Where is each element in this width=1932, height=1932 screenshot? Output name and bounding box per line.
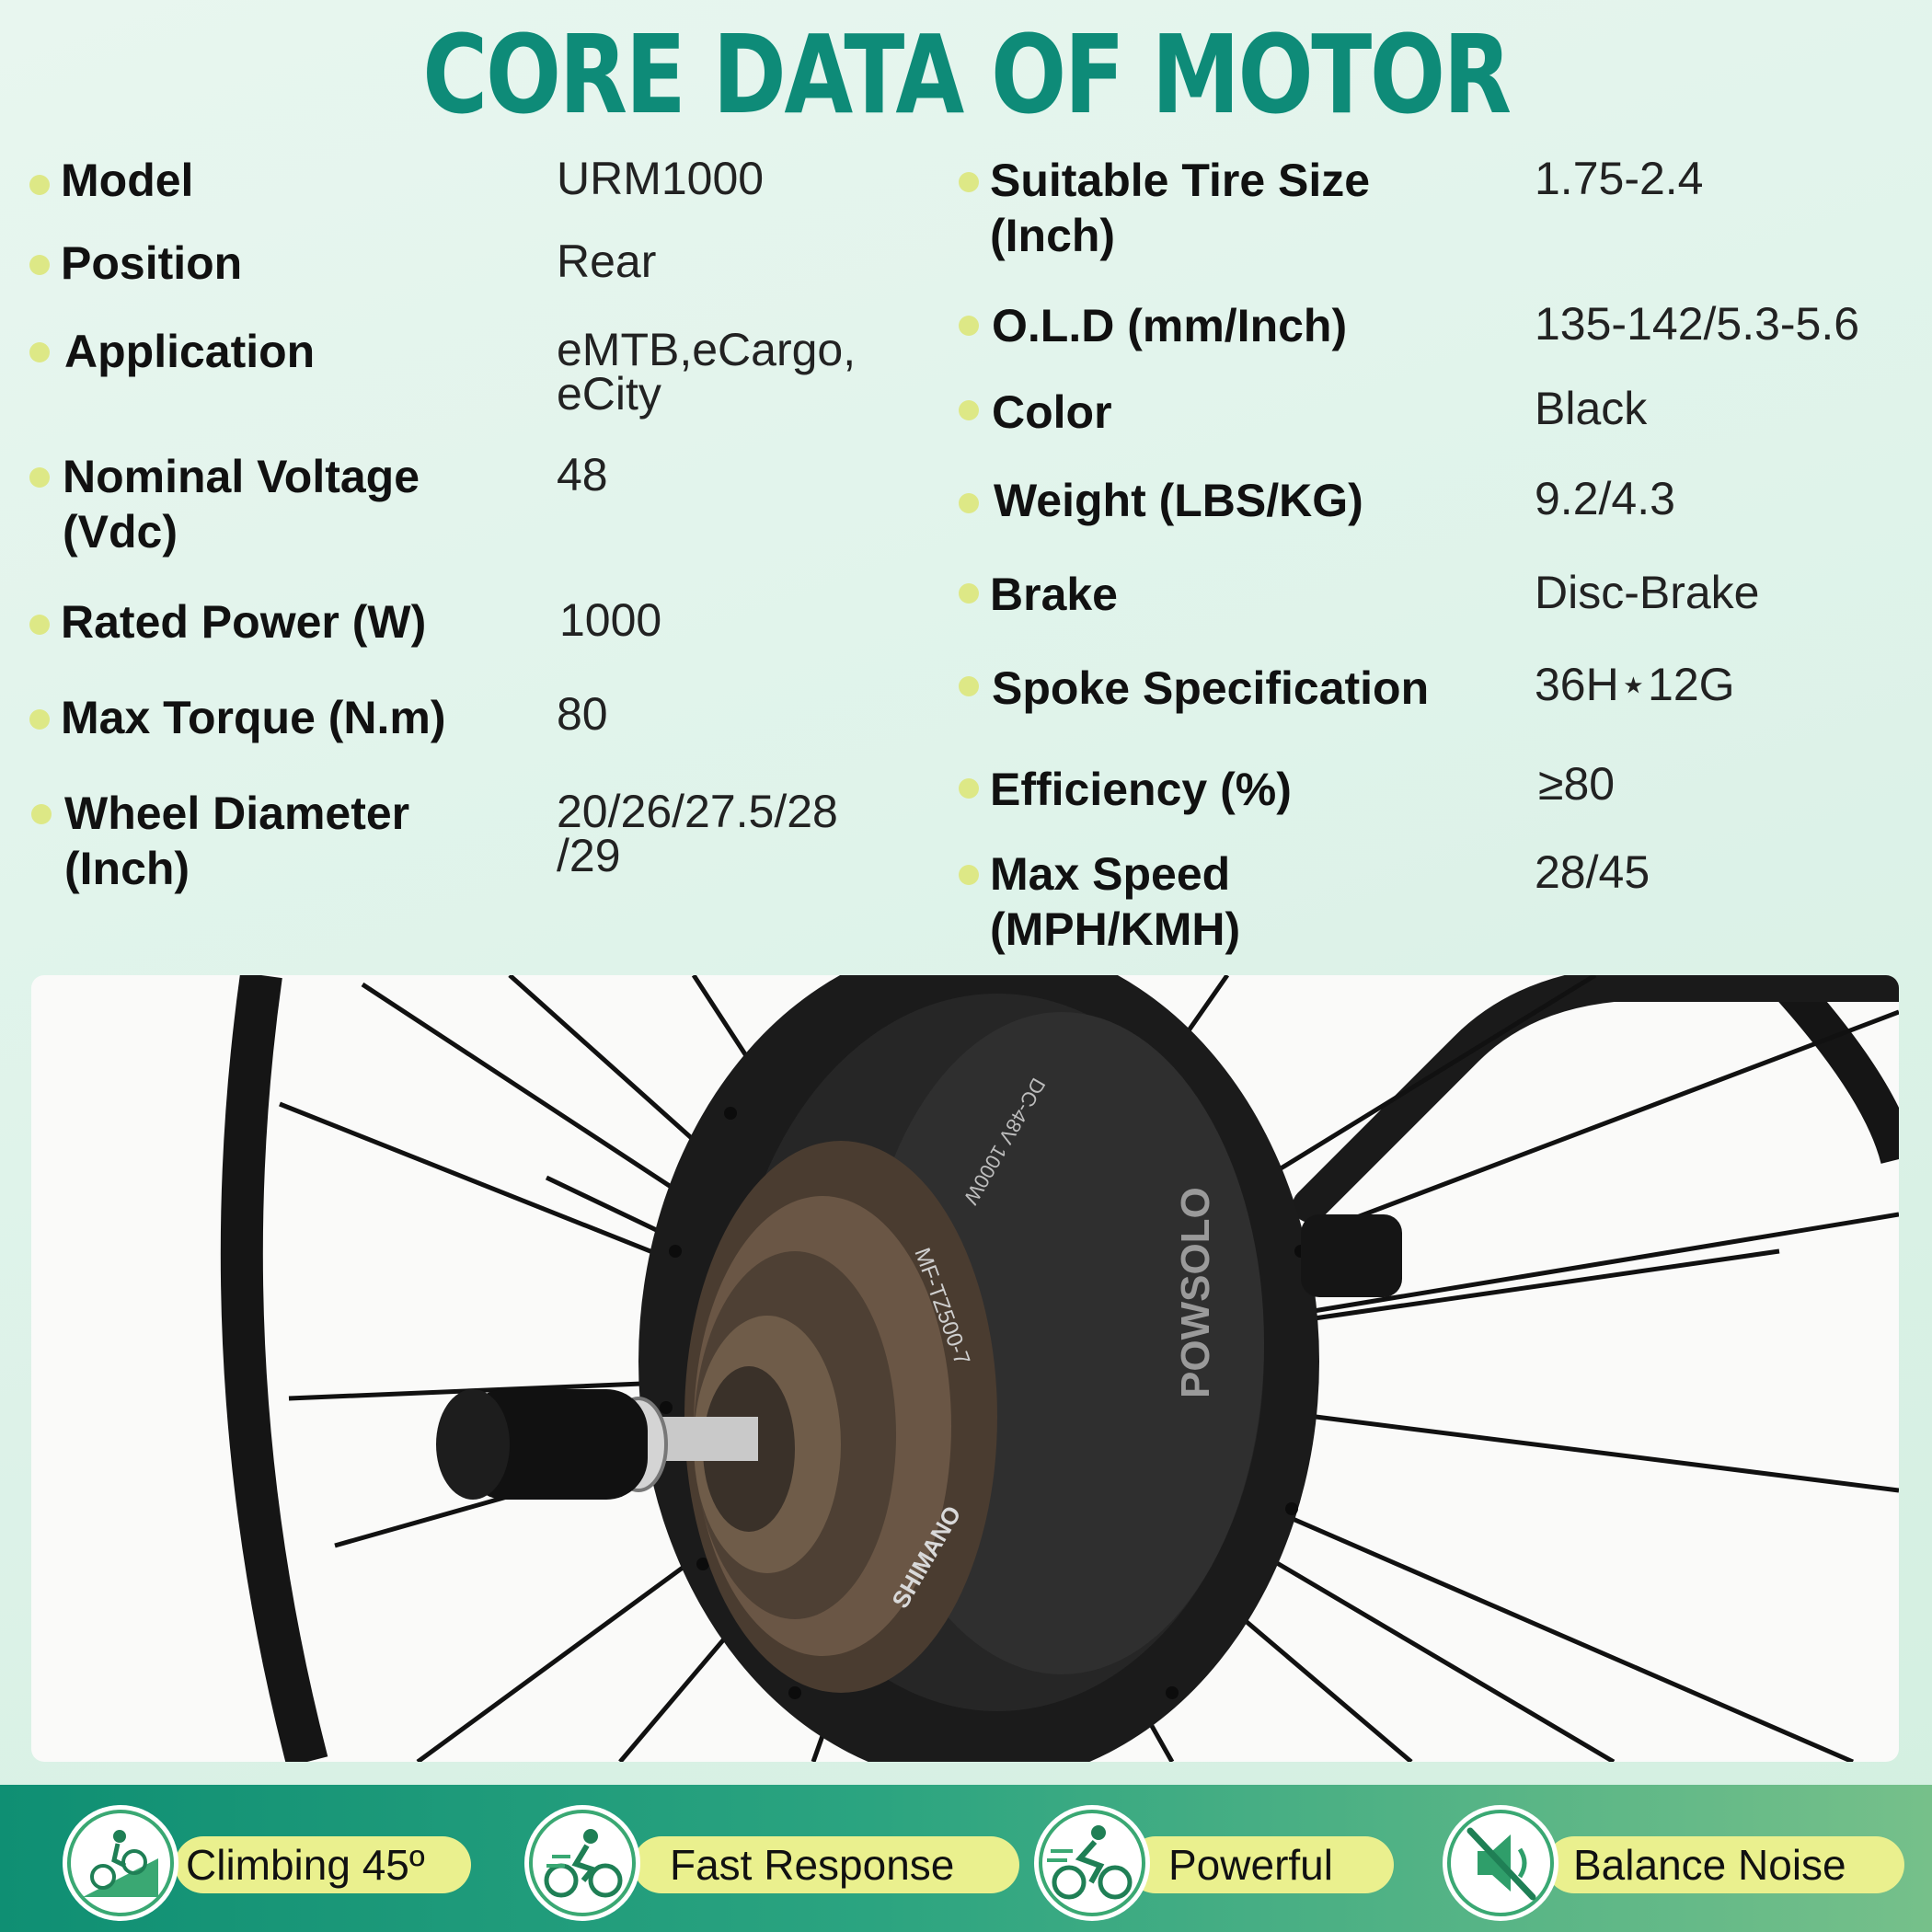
spec-value: 36H⋆12G xyxy=(1535,659,1735,710)
climbing-bike-icon xyxy=(63,1805,178,1921)
spec-label: O.L.D (mm/Inch) xyxy=(992,300,1348,351)
spec-value: ≥80 xyxy=(1538,758,1616,810)
spec-value: URM1000 xyxy=(557,153,765,204)
spec-value: Black xyxy=(1535,383,1648,434)
wheel-illustration: POWSOLO MF-TZ500-7 SHIMANO DC-48V 1000W xyxy=(220,975,1899,1762)
feature-label: Balance Noise xyxy=(1546,1836,1904,1893)
spec-value: 9.2/4.3 xyxy=(1535,473,1675,524)
bullet-dot xyxy=(29,615,50,635)
spec-value: 1.75-2.4 xyxy=(1535,153,1704,204)
bullet-dot xyxy=(29,709,50,730)
feature-label: Fast Response xyxy=(633,1836,1019,1893)
bullet-dot xyxy=(959,865,979,885)
spec-value: 48 xyxy=(557,449,608,500)
spec-label: Position xyxy=(61,237,243,289)
spec-label: Wheel Diameter (Inch) xyxy=(64,788,410,894)
spec-value: 80 xyxy=(557,688,608,740)
spec-value: 1000 xyxy=(559,594,662,646)
hub-motor-photo: POWSOLO MF-TZ500-7 SHIMANO DC-48V 1000W xyxy=(31,975,1899,1762)
page-title: CORE DATA OF MOTOR xyxy=(422,11,1512,138)
spec-label: Color xyxy=(992,386,1112,438)
spec-label: Max Torque (N.m) xyxy=(61,692,446,743)
spec-label: Application xyxy=(64,326,316,377)
spec-label: Suitable Tire Size (Inch) xyxy=(990,155,1371,261)
bullet-dot xyxy=(29,467,50,488)
spec-label: Rated Power (W) xyxy=(61,596,427,648)
bullet-dot xyxy=(29,255,50,275)
feature-label: Climbing 45º xyxy=(175,1836,471,1893)
spec-value: Disc-Brake xyxy=(1535,567,1760,618)
spec-label: Efficiency (%) xyxy=(990,764,1292,815)
bullet-dot xyxy=(959,676,979,696)
bullet-dot xyxy=(959,583,979,604)
bullet-dot xyxy=(29,175,50,195)
rider-bike-icon xyxy=(1034,1805,1150,1921)
bullet-dot xyxy=(959,316,979,336)
spec-label: Model xyxy=(61,155,194,206)
spec-label: Max Speed (MPH/KMH) xyxy=(990,848,1241,955)
hub-brand-text: POWSOLO xyxy=(1173,1187,1218,1398)
fast-bike-icon xyxy=(524,1805,640,1921)
mute-speaker-icon xyxy=(1443,1805,1558,1921)
bullet-dot xyxy=(29,342,50,362)
spec-value: eMTB,eCargo, eCity xyxy=(557,324,857,420)
spec-label: Nominal Voltage (Vdc) xyxy=(63,451,420,558)
bullet-dot xyxy=(959,778,979,799)
bullet-dot xyxy=(959,400,979,420)
spec-label: Brake xyxy=(990,569,1118,620)
spec-value: 28/45 xyxy=(1535,846,1650,898)
spec-label: Spoke Specification xyxy=(992,662,1430,714)
spec-value: 20/26/27.5/28 /29 xyxy=(557,786,838,881)
bullet-dot xyxy=(959,172,979,192)
spec-label: Weight (LBS/KG) xyxy=(994,475,1363,526)
feature-label: Powerful xyxy=(1127,1836,1394,1893)
spec-value: 135-142/5.3-5.6 xyxy=(1535,298,1860,350)
bullet-dot xyxy=(31,804,52,824)
bullet-dot xyxy=(959,493,979,513)
spec-value: Rear xyxy=(557,236,657,287)
